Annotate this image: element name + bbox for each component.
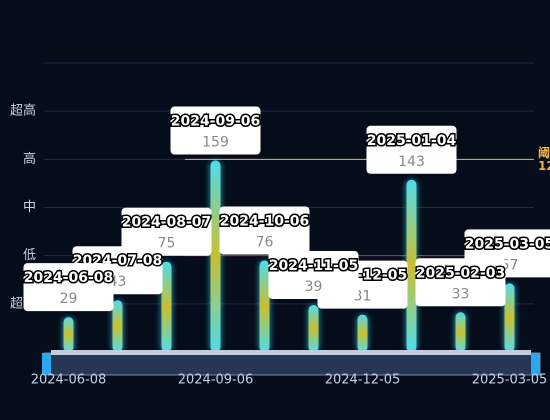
slider-handle[interactable] xyxy=(531,353,540,375)
data-label-box: 2025-01-04 143 xyxy=(365,125,458,174)
x-tick-label: 2024-06-08 xyxy=(31,373,107,388)
mark-line-label: 12 xyxy=(538,159,550,173)
x-tick-label: 2024-09-06 xyxy=(178,373,254,388)
y-tick-label: 超高 xyxy=(10,103,36,119)
data-label-box: 2024-06-08 29 xyxy=(22,263,115,312)
label-box-bg xyxy=(366,125,457,174)
data-label: 33 xyxy=(452,286,470,302)
y-tick-label: 高 xyxy=(23,151,36,167)
bar xyxy=(357,314,368,352)
bar xyxy=(112,300,123,352)
category-label: 2024-11-05 xyxy=(269,258,359,274)
category-label: 2025-02-03 xyxy=(416,265,506,281)
data-label-box: 2024-08-07 75 xyxy=(120,207,213,256)
data-label-box: 2024-10-06 76 xyxy=(218,206,311,255)
category-label: 2024-06-08 xyxy=(24,270,114,286)
mark-line-label: 阈 xyxy=(538,145,550,160)
data-label: 29 xyxy=(60,291,78,307)
slider-track xyxy=(43,352,541,376)
x-tick-label: 2024-12-05 xyxy=(325,373,401,388)
label-box-bg xyxy=(219,206,310,255)
data-label: 76 xyxy=(256,234,274,250)
label-box-bg xyxy=(268,251,359,300)
data-label: 159 xyxy=(202,135,229,151)
category-label: 2024-10-06 xyxy=(220,213,310,229)
category-label: 2024-09-06 xyxy=(171,114,261,130)
label-box-bg xyxy=(170,106,261,155)
data-label-box: 2024-11-05 39 xyxy=(267,251,360,300)
bar xyxy=(455,312,466,352)
bar xyxy=(504,283,515,352)
data-label-box: 2025-02-03 33 xyxy=(414,258,507,307)
y-tick-label: 中 xyxy=(23,200,36,215)
label-box-bg xyxy=(415,258,506,307)
label-box-bg xyxy=(23,263,114,312)
bar xyxy=(210,160,221,352)
category-label: 2025-01-04 xyxy=(367,133,457,149)
bar xyxy=(161,261,172,352)
slider-handle[interactable] xyxy=(42,353,51,375)
label-box-bg xyxy=(121,207,212,256)
bar xyxy=(259,260,270,352)
data-label: 39 xyxy=(305,279,323,295)
data-label: 143 xyxy=(398,154,425,170)
category-label: 2025-03-05 xyxy=(465,236,550,252)
bar xyxy=(63,317,74,352)
slider-top-bar[interactable] xyxy=(51,350,531,355)
y-tick-label: 低 xyxy=(23,248,36,263)
data-label-box: 2024-09-06 159 xyxy=(169,106,262,155)
bar xyxy=(406,179,417,352)
bar xyxy=(308,305,319,352)
x-tick-label: 2025-03-05 xyxy=(472,373,548,388)
category-label: 2024-08-07 xyxy=(122,215,212,231)
data-label: 75 xyxy=(158,236,176,252)
